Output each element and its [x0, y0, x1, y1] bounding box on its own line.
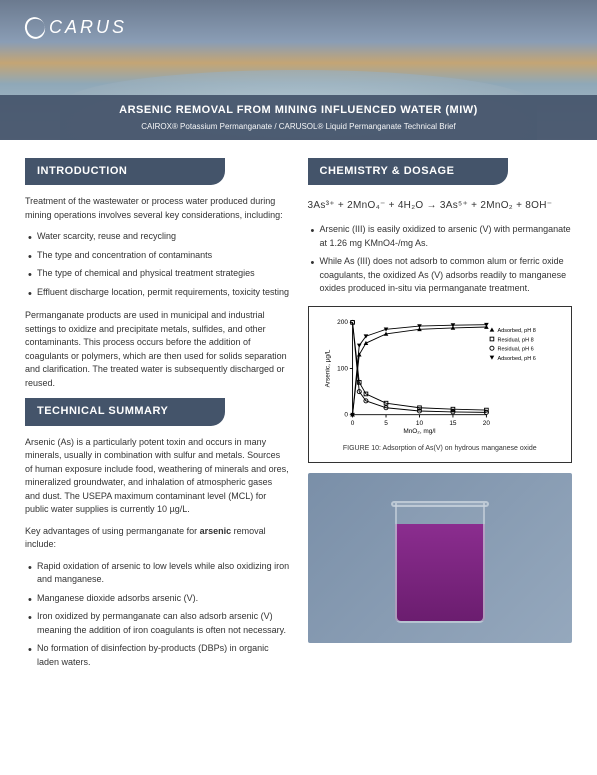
list-item: Iron oxidized by permanganate can also a…	[25, 610, 290, 637]
svg-text:Adsorbed, pH 8: Adsorbed, pH 8	[497, 328, 535, 334]
intro-lead: Treatment of the wastewater or process w…	[25, 195, 290, 222]
svg-text:Residual, pH 8: Residual, pH 8	[497, 337, 533, 343]
svg-text:200: 200	[337, 319, 348, 326]
list-item: While As (III) does not adsorb to common…	[308, 255, 573, 296]
svg-text:Residual, pH 6: Residual, pH 6	[497, 346, 533, 352]
list-item: Water scarcity, reuse and recycling	[25, 230, 290, 244]
tech-bullets: Rapid oxidation of arsenic to low levels…	[25, 560, 290, 670]
doc-subtitle: CAIROX® Potassium Permanganate / CARUSOL…	[25, 121, 572, 132]
tech-p1: Arsenic (As) is a particularly potent to…	[25, 436, 290, 517]
text: Key advantages of using permanganate for	[25, 526, 200, 536]
doc-title: ARSENIC REMOVAL FROM MINING INFLUENCED W…	[25, 103, 572, 118]
tech-p2: Key advantages of using permanganate for…	[25, 525, 290, 552]
tech-heading: TECHNICAL SUMMARY	[25, 398, 225, 425]
company-logo: CARUS	[25, 15, 127, 40]
svg-text:20: 20	[482, 420, 490, 427]
list-item: Effluent discharge location, permit requ…	[25, 286, 290, 300]
svg-text:5: 5	[384, 420, 388, 427]
hero-banner: CARUS ARSENIC REMOVAL FROM MINING INFLUE…	[0, 0, 597, 140]
beaker-photo	[308, 473, 573, 643]
left-column: INTRODUCTION Treatment of the wastewater…	[25, 158, 290, 679]
svg-text:Adsorbed, pH 6: Adsorbed, pH 6	[497, 356, 535, 362]
svg-text:10: 10	[415, 420, 423, 427]
svg-text:Arsenic, µg/L: Arsenic, µg/L	[324, 349, 331, 387]
svg-text:15: 15	[449, 420, 457, 427]
chem-bullets: Arsenic (III) is easily oxidized to arse…	[308, 223, 573, 296]
beaker-icon	[385, 493, 495, 623]
svg-text:MnO₂, mg/l: MnO₂, mg/l	[403, 428, 435, 435]
list-item: The type and concentration of contaminan…	[25, 249, 290, 263]
chem-heading: CHEMISTRY & DOSAGE	[308, 158, 508, 185]
svg-text:0: 0	[344, 411, 348, 418]
list-item: Rapid oxidation of arsenic to low levels…	[25, 560, 290, 587]
intro-bullets: Water scarcity, reuse and recycling The …	[25, 230, 290, 299]
list-item: Manganese dioxide adsorbs arsenic (V).	[25, 592, 290, 606]
adsorption-chart: 051015200100200MnO₂, mg/lArsenic, µg/LAd…	[308, 306, 573, 463]
intro-trail: Permanganate products are used in munici…	[25, 309, 290, 390]
svg-text:100: 100	[337, 365, 348, 372]
list-item: Arsenic (III) is easily oxidized to arse…	[308, 223, 573, 250]
intro-heading: INTRODUCTION	[25, 158, 225, 185]
list-item: No formation of disinfection by-products…	[25, 642, 290, 669]
chem-formula: 3As³⁺ + 2MnO₄⁻ + 4H₂O → 3As⁵⁺ + 2MnO₂ + …	[308, 199, 573, 213]
svg-text:0: 0	[350, 420, 354, 427]
right-column: CHEMISTRY & DOSAGE 3As³⁺ + 2MnO₄⁻ + 4H₂O…	[308, 158, 573, 679]
list-item: The type of chemical and physical treatm…	[25, 267, 290, 281]
chart-svg: 051015200100200MnO₂, mg/lArsenic, µg/LAd…	[317, 315, 564, 435]
title-band: ARSENIC REMOVAL FROM MINING INFLUENCED W…	[0, 95, 597, 140]
chart-caption: FIGURE 10: Adsorption of As(V) on hydrou…	[317, 444, 564, 454]
bold-text: arsenic	[200, 526, 232, 536]
